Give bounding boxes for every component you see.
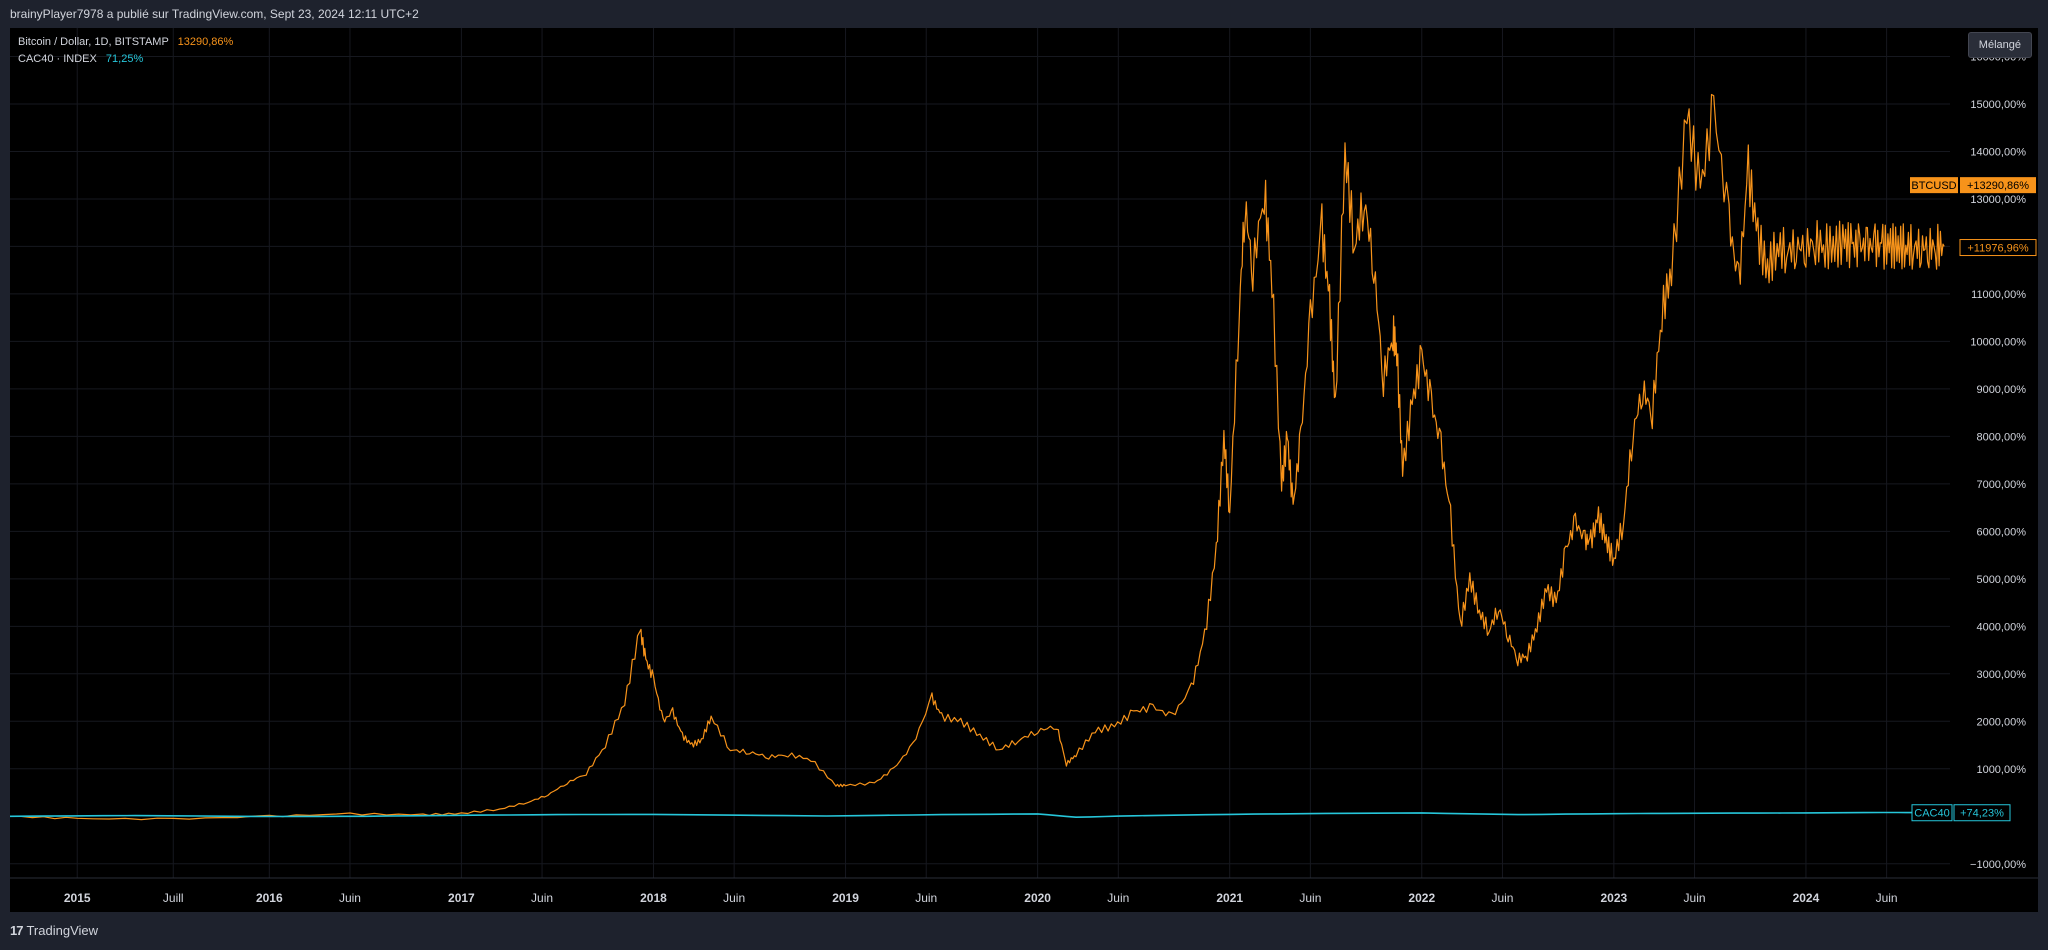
tradingview-logo-icon: 17 [10,923,24,938]
x-tick-label: Juin [1491,891,1513,905]
x-tick-label: 2024 [1793,891,1820,905]
x-tick-label: Juill [163,891,184,905]
chart-pane[interactable]: 16000,00%15000,00%14000,00%13000,00%1200… [10,28,2038,912]
btc-name-tag-bg [1910,177,1958,194]
y-tick-label: 3000,00% [1976,669,2026,681]
y-tick-label: 5000,00% [1976,574,2026,586]
x-tick-label: 2022 [1408,891,1435,905]
btc-close-tag-bg [1959,239,2037,257]
tradingview-brand-label: TradingView [26,923,99,938]
y-tick-label: 10000,00% [1970,336,2026,348]
legend-btc-value: 13290,86% [177,36,234,48]
x-tick-label: Juin [1299,891,1321,905]
cac-value-tag: +74,23% [1960,808,2004,820]
x-tick-label: Juin [531,891,553,905]
chart-legend: Bitcoin / Dollar, 1D, BITSTAMP 13290,86%… [18,34,233,68]
x-tick-label: Juin [339,891,361,905]
legend-cac-name: CAC40 · INDEX [18,53,97,65]
y-tick-label: 6000,00% [1976,526,2026,538]
x-tick-label: Juin [1684,891,1706,905]
series-line-cac40 [10,811,1945,819]
x-tick-label: Juin [1107,891,1129,905]
y-tick-label: 15000,00% [1970,99,2026,111]
btc-value-tag: +13290,86% [1967,180,2029,192]
y-tick-label: 1000,00% [1976,764,2026,776]
footer-bar: 17 TradingView [0,912,2048,950]
x-tick-label: Juin [723,891,745,905]
y-tick-label: 4000,00% [1976,621,2026,633]
y-tick-label: 2000,00% [1976,716,2026,728]
published-by-text: brainyPlayer7978 a publié sur TradingVie… [10,7,419,21]
x-tick-label: 2017 [448,891,475,905]
cac-value-tag-bg [1953,804,2011,822]
y-tick-label: 13000,00% [1970,194,2026,206]
series-line-btcusd [10,93,1945,821]
published-by-header: brainyPlayer7978 a publié sur TradingVie… [0,0,2048,28]
price-chart[interactable]: 16000,00%15000,00%14000,00%13000,00%1200… [10,28,2038,912]
y-tick-label: −1000,00% [1970,859,2026,871]
btc-name-tag: BTCUSD [1911,180,1956,192]
legend-cac-value: 71,25% [105,53,144,65]
legend-row-btc[interactable]: Bitcoin / Dollar, 1D, BITSTAMP 13290,86% [18,34,233,51]
x-tick-label: Juin [915,891,937,905]
cac-name-tag-bg [1911,804,1953,822]
btc-value-tag-bg [1960,177,2036,194]
x-tick-label: 2016 [256,891,283,905]
tradingview-brand[interactable]: 17 TradingView [10,923,98,938]
legend-btc-name: Bitcoin / Dollar, 1D, BITSTAMP [18,36,169,48]
x-tick-label: Juin [1876,891,1898,905]
y-tick-label: 14000,00% [1970,146,2026,158]
scale-mode-button[interactable]: Mélangé [1967,32,2032,58]
x-tick-label: 2019 [832,891,859,905]
y-tick-label: 9000,00% [1976,384,2026,396]
cac-name-tag: CAC40 [1914,808,1949,820]
x-tick-label: 2020 [1024,891,1051,905]
btc-close-tag: +11976,96% [1967,243,2028,255]
x-tick-label: 2023 [1601,891,1628,905]
y-tick-label: 8000,00% [1976,431,2026,443]
x-tick-label: 2018 [640,891,667,905]
x-tick-label: 2015 [64,891,91,905]
legend-row-cac[interactable]: CAC40 · INDEX 71,25% [18,51,233,68]
x-tick-label: 2021 [1216,891,1243,905]
y-tick-label: 7000,00% [1976,479,2026,491]
y-tick-label: 11000,00% [1971,289,2026,301]
